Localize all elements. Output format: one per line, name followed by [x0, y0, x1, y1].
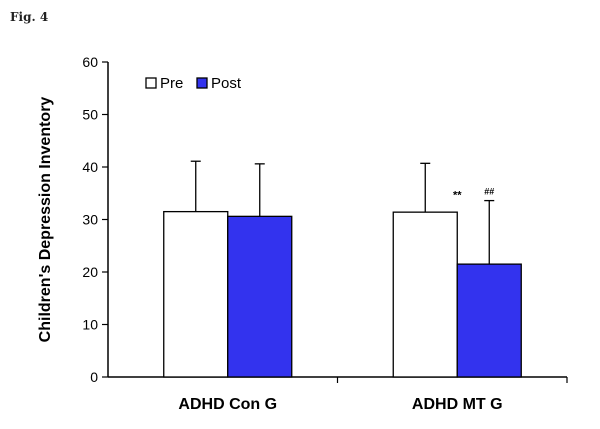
legend-swatch-pre: [145, 77, 157, 89]
legend-label-post: Post: [211, 75, 242, 92]
x-category-label: ADHD MT G: [412, 396, 503, 413]
y-tick-label: 50: [82, 107, 98, 123]
y-tick-label: 20: [82, 264, 98, 280]
bar-post: [227, 215, 293, 378]
y-axis-label: Children's Depression Inventory: [37, 97, 54, 343]
y-tick-label: 10: [82, 317, 98, 333]
significance-annotation: ##: [484, 187, 494, 197]
bar-pre: [392, 211, 458, 378]
bar-post: [456, 263, 522, 378]
y-tick-label: 60: [82, 54, 98, 70]
y-tick-label: 0: [90, 369, 98, 385]
figure-label: Fig. 4: [10, 10, 49, 24]
y-tick-label: 30: [82, 212, 98, 228]
legend-label-pre: Pre: [160, 75, 183, 92]
x-category-label: ADHD Con G: [178, 396, 277, 413]
y-tick-label: 40: [82, 159, 98, 175]
significance-annotation: **: [453, 190, 462, 202]
bar-pre: [163, 210, 229, 378]
legend-swatch-post: [196, 77, 208, 89]
